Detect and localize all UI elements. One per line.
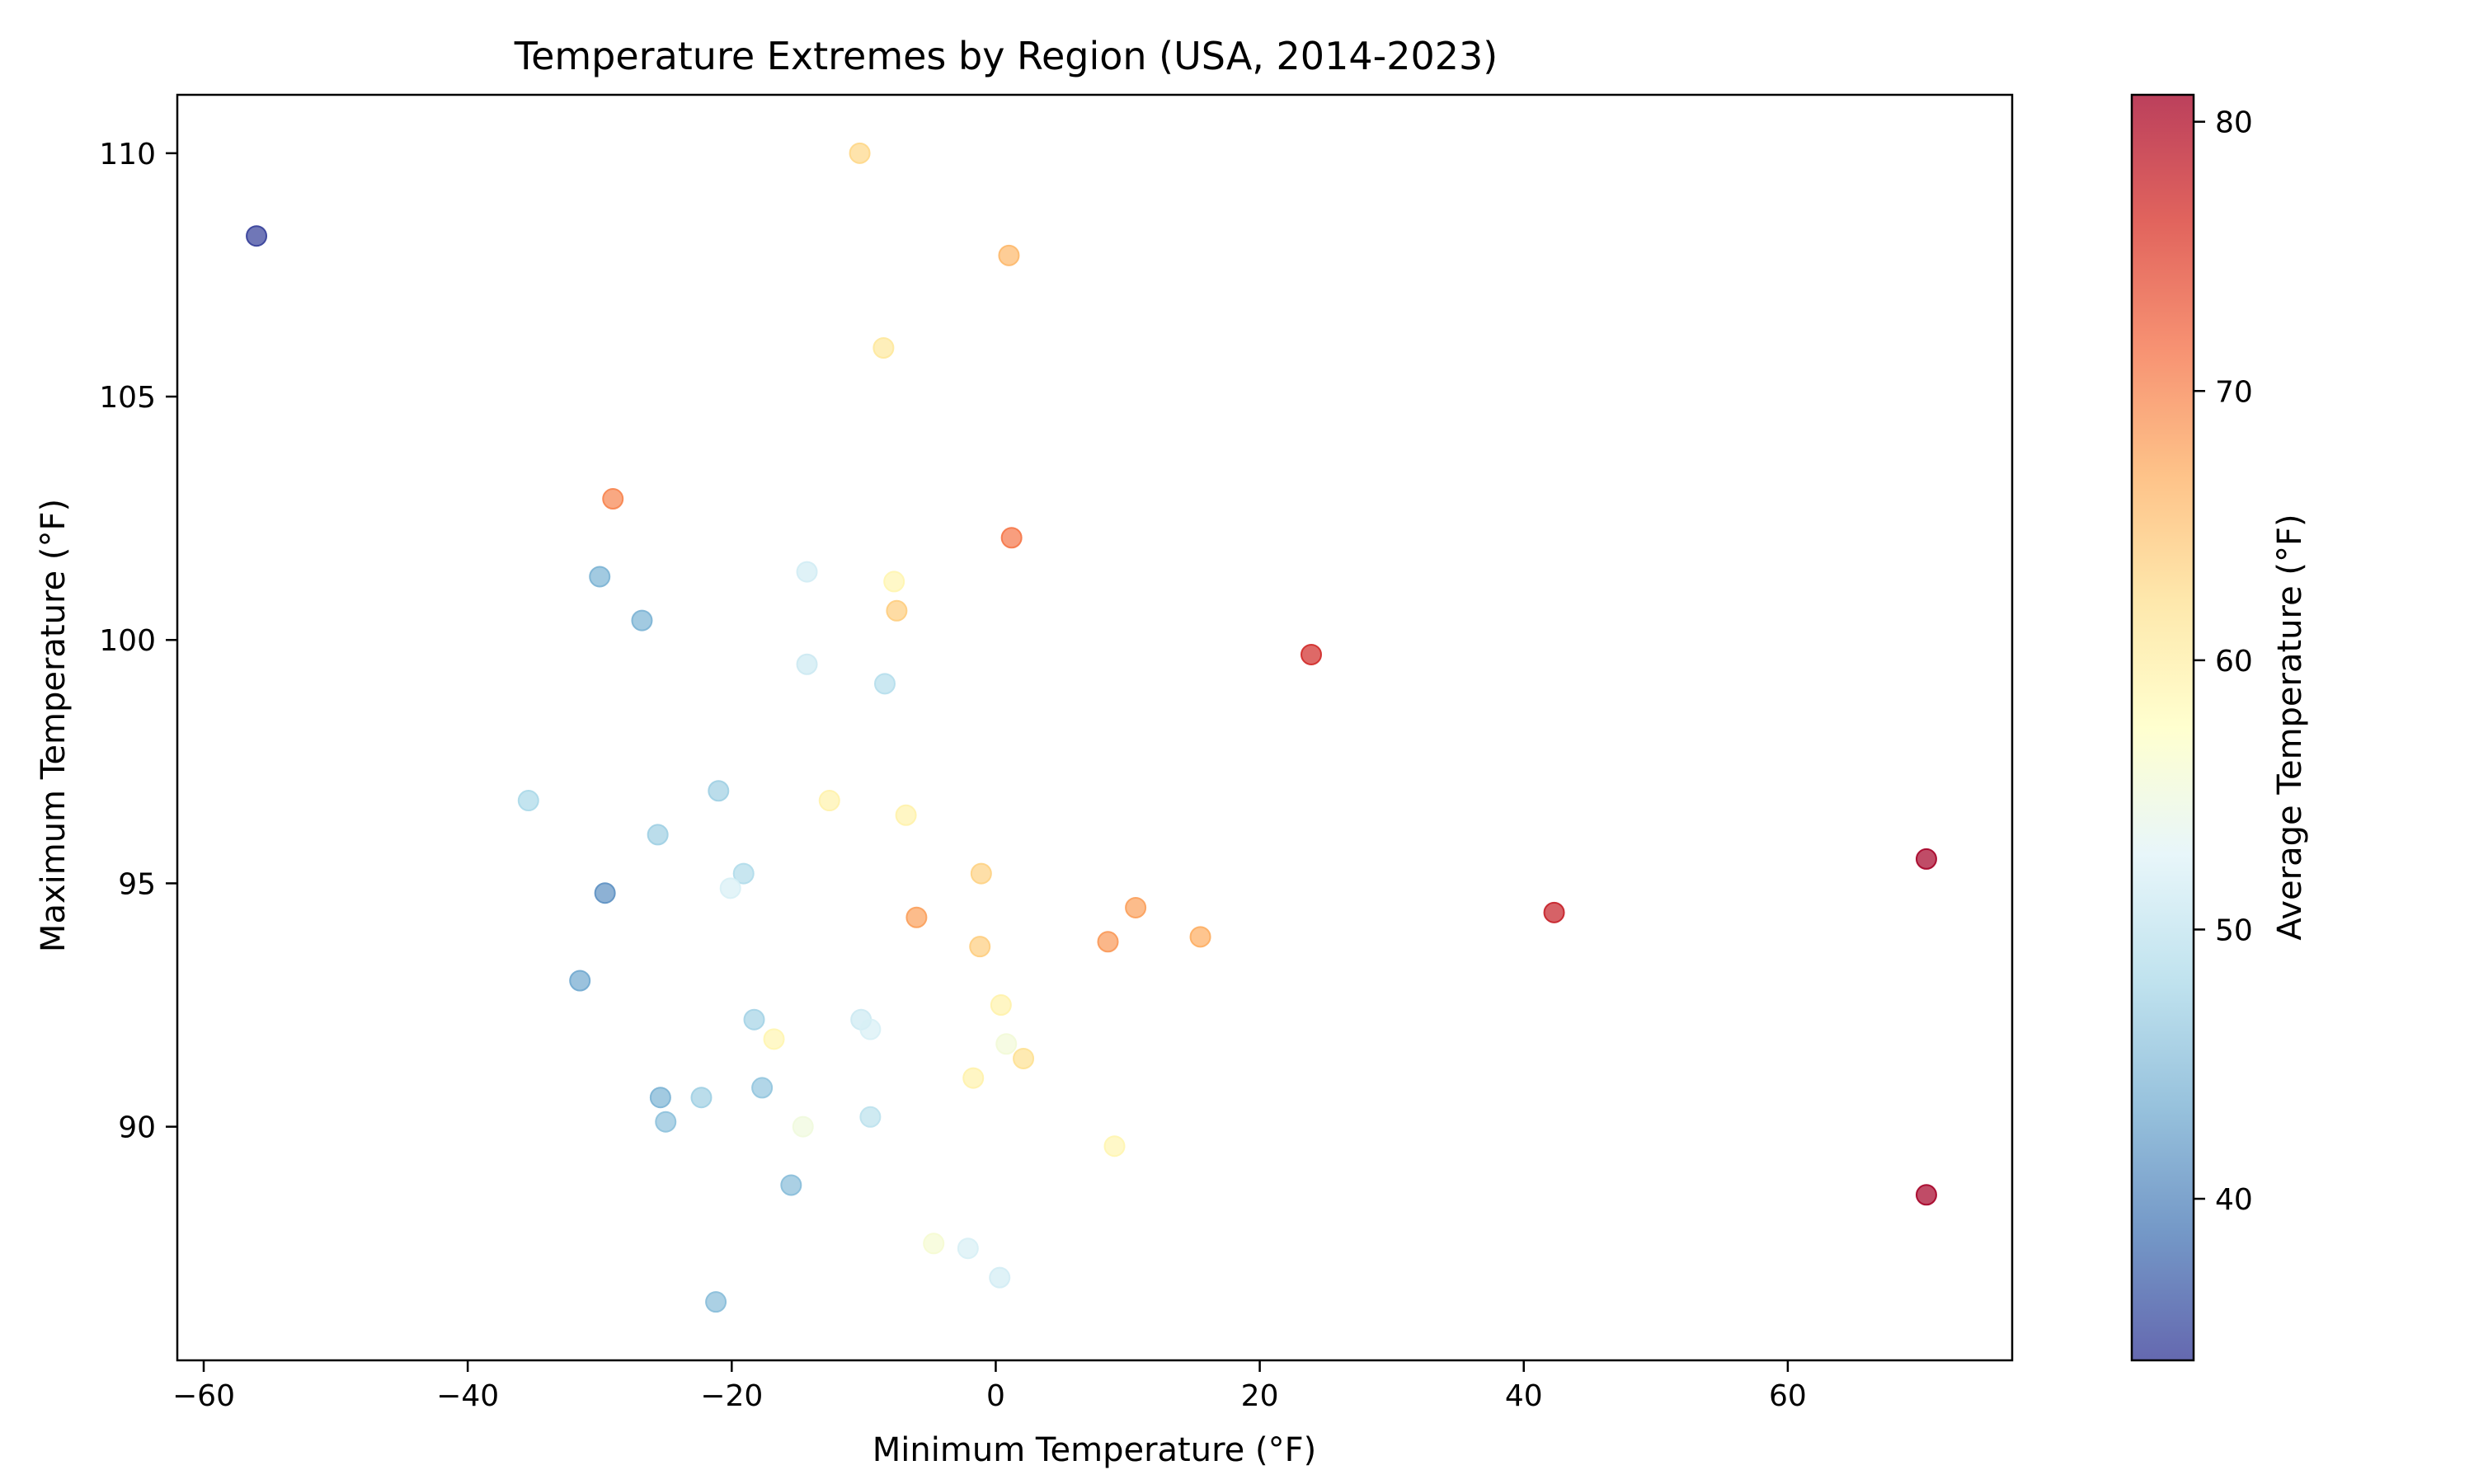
colorbar-tick-label: 50	[2215, 913, 2253, 947]
data-point	[649, 1087, 671, 1109]
data-point	[655, 1111, 677, 1133]
data-point	[873, 673, 896, 695]
data-point	[743, 1008, 765, 1031]
data-point	[732, 862, 755, 885]
x-tick-label: 40	[1505, 1379, 1543, 1413]
colorbar-label: Average Temperature (°F)	[2271, 514, 2309, 940]
y-tick-label: 105	[99, 381, 156, 415]
data-point	[995, 1033, 1018, 1055]
data-point	[970, 862, 992, 885]
y-axis: 90 95 100 105 110	[99, 138, 177, 1145]
x-axis-label: Minimum Temperature (°F)	[872, 1431, 1316, 1469]
data-point	[859, 1018, 882, 1040]
data-point	[872, 337, 895, 359]
data-point	[1097, 931, 1119, 953]
data-point	[883, 571, 905, 593]
y-tick-label: 110	[99, 138, 156, 171]
y-axis-label: Maximum Temperature (°F)	[35, 499, 73, 952]
x-tick-label: 60	[1769, 1379, 1807, 1413]
colorbar-tick-label: 60	[2215, 645, 2253, 679]
data-point	[849, 142, 871, 164]
data-point	[719, 877, 741, 899]
chart-title: Temperature Extremes by Region (USA, 201…	[514, 34, 1498, 78]
data-point	[246, 225, 268, 247]
data-point	[1915, 848, 1937, 870]
data-point	[796, 653, 818, 675]
data-point	[905, 906, 928, 928]
data-point	[792, 1115, 814, 1138]
data-point	[1103, 1135, 1126, 1158]
colorbar-tick-label: 70	[2215, 375, 2253, 409]
x-tick-label: −20	[700, 1379, 763, 1413]
data-point	[895, 804, 917, 826]
x-tick-label: 20	[1241, 1379, 1279, 1413]
data-point	[708, 780, 730, 802]
colorbar-tick-label: 40	[2215, 1183, 2253, 1217]
data-point	[886, 599, 908, 622]
y-tick-label: 100	[99, 624, 156, 658]
data-point	[962, 1067, 985, 1089]
data-point	[957, 1237, 979, 1260]
data-point	[796, 561, 818, 583]
data-point	[594, 882, 616, 904]
plot-points	[246, 142, 1937, 1313]
data-point	[690, 1087, 713, 1109]
data-point	[602, 488, 624, 510]
data-point	[569, 970, 591, 992]
plot-frame	[176, 93, 2014, 1362]
data-point	[751, 1077, 774, 1099]
data-point	[818, 790, 840, 812]
colorbar-frame	[2130, 93, 2195, 1362]
data-point	[589, 566, 611, 588]
data-point	[763, 1028, 785, 1050]
data-point	[1125, 896, 1147, 918]
data-point	[923, 1233, 945, 1255]
x-tick-label: −40	[436, 1379, 499, 1413]
data-point	[1915, 1184, 1937, 1206]
data-point	[1000, 527, 1023, 549]
data-point	[705, 1291, 727, 1313]
data-point	[859, 1106, 882, 1128]
data-point	[631, 609, 653, 632]
data-point	[998, 244, 1020, 266]
colorbar	[2132, 95, 2194, 1360]
data-point	[990, 994, 1012, 1017]
y-tick-label: 95	[118, 867, 156, 901]
data-point	[517, 790, 539, 812]
colorbar-tick-label: 80	[2215, 106, 2253, 140]
data-point	[1543, 901, 1565, 923]
y-tick-label: 90	[118, 1111, 156, 1145]
x-tick-label: 0	[986, 1379, 1005, 1413]
data-point	[647, 824, 669, 846]
colorbar-axis: 40 50 60 70 80	[2194, 106, 2253, 1217]
data-point	[1013, 1047, 1035, 1069]
x-tick-label: −60	[172, 1379, 235, 1413]
data-point	[1300, 643, 1323, 665]
data-point	[780, 1174, 802, 1196]
data-point	[989, 1266, 1011, 1289]
data-point	[969, 936, 991, 958]
x-axis: −60 −40 −20 0 20 40 60	[172, 1360, 1807, 1413]
data-point	[1189, 926, 1211, 948]
